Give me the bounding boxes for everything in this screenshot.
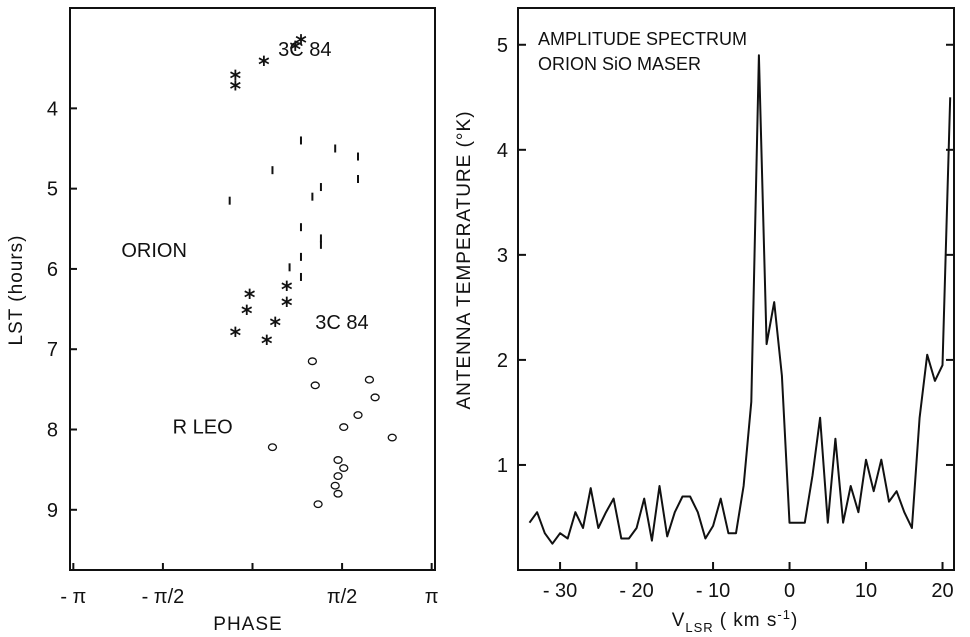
asterisk-point-3c-84: * (270, 314, 282, 339)
spectrum-x-axis-title-unit: ( km s (720, 610, 778, 631)
asterisk-point-3c-84: * (244, 286, 256, 311)
circle-point-r-leo (333, 489, 343, 498)
spectrum-axis-ticks: - 30 - 20 - 10 0 10 20 1 2 3 4 5 (497, 35, 954, 602)
phase-data-points: ****** *** ** * (228, 32, 397, 509)
phase-x-tick-label: π (425, 586, 439, 608)
spectrum-x-tick-label: - 10 (696, 580, 730, 602)
spectrum-x-axis-title-close: ) (791, 610, 798, 631)
asterisk-point-3c-84: * (230, 77, 242, 102)
spectrum-y-tick-label: 2 (497, 350, 508, 372)
asterisk-point-3c-84: * (261, 332, 273, 357)
asterisk-point-3c-84: * (290, 38, 302, 63)
phase-annotation-3c-84: 3C 84 (315, 312, 368, 334)
circle-point-r-leo (330, 481, 340, 490)
asterisk-point-3c-84: * (258, 53, 270, 78)
spectrum-panel: - 30 - 20 - 10 0 10 20 1 2 3 4 5 AMPLITUDE SPECTRU… (454, 7, 955, 635)
phase-y-tick-label: 7 (47, 339, 58, 361)
spectrum-series-line (528, 54, 952, 545)
spectrum-x-tick-label: - 20 (619, 580, 653, 602)
phase-y-tick-label: 4 (47, 98, 58, 120)
phase-x-tick-label: π/2 (327, 586, 357, 608)
spectrum-x-axis-title-sup: -1 (777, 607, 791, 622)
asterisk-point-3c-84: * (230, 324, 242, 349)
spectrum-x-axis-title-main: V (672, 610, 686, 631)
phase-y-tick-label: 8 (47, 420, 58, 442)
phase-y-tick-label: 6 (47, 259, 58, 281)
circle-point-r-leo (364, 375, 375, 384)
circle-point-r-leo (333, 472, 343, 481)
circle-point-r-leo (267, 443, 278, 452)
circle-point-r-leo (333, 456, 343, 464)
spectrum-y-tick-label: 4 (497, 140, 508, 162)
spectrum-x-axis-title-sub: LSR (685, 620, 713, 635)
circle-point-r-leo (387, 433, 397, 442)
circle-point-r-leo (307, 357, 318, 366)
phase-annotation-3c-84: 3C 84 (278, 39, 331, 61)
spectrum-x-tick-label: 10 (855, 580, 877, 602)
spectrum-y-tick-label: 3 (497, 245, 508, 267)
phase-x-tick-label: - π/2 (142, 586, 185, 608)
circle-point-r-leo (370, 393, 380, 402)
circle-point-r-leo (339, 464, 349, 472)
phase-y-axis-title: LST (hours) (6, 235, 27, 346)
spectrum-plot-frame (517, 7, 955, 571)
phase-annotation-orion: ORION (121, 240, 187, 262)
spectrum-x-tick-label: 20 (931, 580, 953, 602)
spectrum-title-line-1: AMPLITUDE SPECTRUM (538, 29, 747, 49)
asterisk-point-3c-84: * (295, 32, 307, 57)
circle-point-r-leo (339, 423, 349, 432)
circle-point-r-leo (313, 500, 323, 509)
phase-axis-ticks: - π - π/2 π/2 π 4 5 6 7 8 9 (47, 98, 439, 608)
asterisk-point-3c-84: * (241, 302, 253, 327)
phase-y-tick-label: 9 (47, 500, 58, 522)
phase-annotation-r-leo: R LEO (173, 417, 233, 439)
phase-x-axis-title: PHASE (213, 614, 282, 635)
phase-annotations: 3C 84 ORION 3C 84 R LEO (121, 39, 368, 438)
asterisk-point-3c-84: * (281, 294, 293, 319)
asterisk-point-3c-84: * (230, 67, 242, 92)
spectrum-y-axis-title: ANTENNA TEMPERATURE (°K) (454, 110, 475, 409)
spectrum-x-tick-label: - 30 (543, 580, 577, 602)
spectrum-y-tick-label: 5 (497, 35, 508, 57)
phase-y-tick-label: 5 (47, 179, 58, 201)
asterisk-point-3c-84: * (281, 278, 293, 303)
circle-point-r-leo (310, 381, 320, 390)
spectrum-x-tick-label: 0 (784, 580, 795, 602)
spectrum-x-axis-title: VLSR ( km s-1) (672, 607, 799, 635)
circle-point-r-leo (353, 411, 363, 419)
phase-x-tick-label: - π (60, 586, 86, 608)
spectrum-y-tick-label: 1 (497, 455, 508, 477)
spectrum-title-line-2: ORION SiO MASER (538, 54, 701, 74)
